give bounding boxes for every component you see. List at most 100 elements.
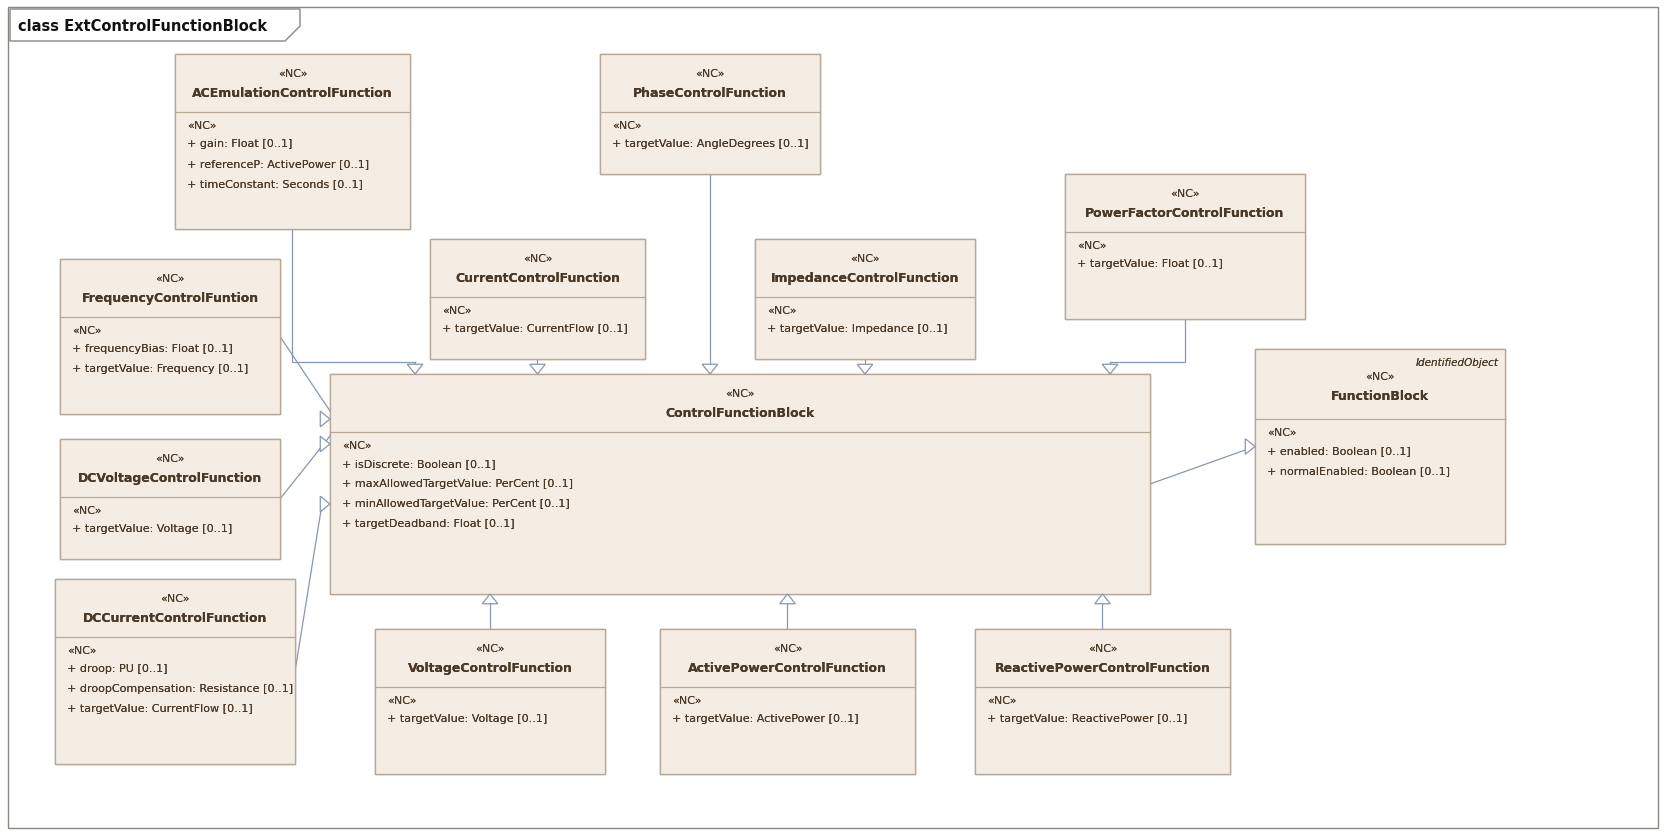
Bar [1065, 175, 1304, 319]
Text: ReactivePowerControlFunction: ReactivePowerControlFunction [995, 661, 1211, 674]
Text: IdentifiedObject: IdentifiedObject [1416, 358, 1499, 368]
Text: DCVoltageControlFunction: DCVoltageControlFunction [78, 472, 262, 484]
Text: «NC»: «NC» [671, 696, 701, 705]
Text: «NC»: «NC» [1076, 241, 1106, 251]
Bar [175, 55, 410, 230]
Text: + targetValue: ActivePower [0..1]: + targetValue: ActivePower [0..1] [671, 713, 858, 723]
Text: class ExtControlFunctionBlock: class ExtControlFunctionBlock [18, 18, 267, 33]
Text: + enabled: Boolean [0..1]: + enabled: Boolean [0..1] [1268, 446, 1411, 456]
Bar [175, 55, 410, 230]
Text: «NC»: «NC» [72, 506, 102, 515]
Polygon shape [780, 594, 795, 604]
Bar [430, 240, 645, 359]
Bar [660, 630, 915, 774]
Text: «NC»: «NC» [986, 696, 1016, 705]
Bar [755, 240, 975, 359]
Text: FunctionBlock: FunctionBlock [1331, 390, 1429, 402]
Polygon shape [1103, 364, 1118, 375]
Text: ControlFunctionBlock: ControlFunctionBlock [665, 406, 815, 420]
Text: VoltageControlFunction: VoltageControlFunction [408, 661, 573, 674]
Polygon shape [320, 497, 330, 512]
Text: + enabled: Boolean [0..1]: + enabled: Boolean [0..1] [1268, 446, 1411, 456]
Text: + targetValue: Frequency [0..1]: + targetValue: Frequency [0..1] [72, 364, 248, 374]
Text: «NC»: «NC» [475, 643, 505, 653]
Text: CurrentControlFunction: CurrentControlFunction [455, 272, 620, 285]
Text: + referenceP: ActivePower [0..1]: + referenceP: ActivePower [0..1] [187, 159, 370, 169]
Polygon shape [1245, 439, 1254, 455]
Text: «NC»: «NC» [475, 643, 505, 653]
Text: + isDiscrete: Boolean [0..1]: + isDiscrete: Boolean [0..1] [342, 458, 495, 468]
Polygon shape [320, 436, 330, 452]
Text: «NC»: «NC» [850, 253, 880, 263]
Bar [60, 440, 280, 559]
Text: + targetValue: ReactivePower [0..1]: + targetValue: ReactivePower [0..1] [986, 713, 1188, 723]
Text: «NC»: «NC» [441, 306, 471, 316]
Text: DCCurrentControlFunction: DCCurrentControlFunction [83, 611, 267, 624]
Text: «NC»: «NC» [67, 645, 97, 655]
Text: «NC»: «NC» [611, 121, 641, 131]
Text: ActivePowerControlFunction: ActivePowerControlFunction [688, 661, 886, 674]
Text: + targetValue: Impedance [0..1]: + targetValue: Impedance [0..1] [766, 324, 948, 334]
Bar [975, 630, 1230, 774]
Text: «NC»: «NC» [72, 325, 102, 335]
Bar [330, 375, 1150, 594]
Text: + maxAllowedTargetValue: PerCent [0..1]: + maxAllowedTargetValue: PerCent [0..1] [342, 478, 573, 488]
Polygon shape [1095, 594, 1110, 604]
Text: + gain: Float [0..1]: + gain: Float [0..1] [187, 139, 292, 149]
Text: «NC»: «NC» [773, 643, 803, 653]
Text: «NC»: «NC» [695, 69, 725, 79]
Text: «NC»: «NC» [187, 121, 217, 131]
Text: + normalEnabled: Boolean [0..1]: + normalEnabled: Boolean [0..1] [1268, 466, 1449, 476]
Text: «NC»: «NC» [671, 696, 701, 705]
Text: + targetValue: Float [0..1]: + targetValue: Float [0..1] [1076, 258, 1223, 268]
Bar [975, 630, 1230, 774]
Polygon shape [320, 411, 330, 427]
Text: «NC»: «NC» [160, 594, 190, 604]
Polygon shape [10, 10, 300, 42]
Text: «NC»: «NC» [850, 253, 880, 263]
Bar [1254, 349, 1504, 544]
Text: + targetValue: Float [0..1]: + targetValue: Float [0..1] [1076, 258, 1223, 268]
Bar [60, 260, 280, 415]
Text: ActivePowerControlFunction: ActivePowerControlFunction [688, 661, 886, 674]
Text: «NC»: «NC» [523, 253, 551, 263]
Text: + targetValue: Frequency [0..1]: + targetValue: Frequency [0..1] [72, 364, 248, 374]
Bar [375, 630, 605, 774]
Text: + minAllowedTargetValue: PerCent [0..1]: + minAllowedTargetValue: PerCent [0..1] [342, 498, 570, 508]
Text: ACEmulationControlFunction: ACEmulationControlFunction [192, 87, 393, 99]
Text: + minAllowedTargetValue: PerCent [0..1]: + minAllowedTargetValue: PerCent [0..1] [342, 498, 570, 508]
Text: + targetValue: CurrentFlow [0..1]: + targetValue: CurrentFlow [0..1] [441, 324, 628, 334]
Text: «NC»: «NC» [1076, 241, 1106, 251]
Text: «NC»: «NC» [725, 389, 755, 399]
Text: PowerFactorControlFunction: PowerFactorControlFunction [1085, 206, 1284, 220]
Text: + normalEnabled: Boolean [0..1]: + normalEnabled: Boolean [0..1] [1268, 466, 1449, 476]
Bar [755, 240, 975, 359]
Text: + targetValue: Voltage [0..1]: + targetValue: Voltage [0..1] [72, 523, 232, 533]
Bar [430, 240, 645, 359]
Text: «NC»: «NC» [611, 121, 641, 131]
Text: «NC»: «NC» [766, 306, 796, 316]
Text: «NC»: «NC» [1088, 643, 1118, 653]
Text: + targetValue: CurrentFlow [0..1]: + targetValue: CurrentFlow [0..1] [67, 703, 253, 713]
Text: + targetValue: AngleDegrees [0..1]: + targetValue: AngleDegrees [0..1] [611, 139, 808, 149]
Bar [60, 440, 280, 559]
Polygon shape [858, 364, 873, 375]
Text: «NC»: «NC» [72, 325, 102, 335]
Text: + targetValue: Voltage [0..1]: + targetValue: Voltage [0..1] [387, 713, 546, 723]
Text: «NC»: «NC» [1268, 427, 1296, 437]
Text: «NC»: «NC» [72, 506, 102, 515]
Text: + targetValue: Impedance [0..1]: + targetValue: Impedance [0..1] [766, 324, 948, 334]
Text: «NC»: «NC» [1170, 189, 1200, 199]
Text: DCVoltageControlFunction: DCVoltageControlFunction [78, 472, 262, 484]
Text: + gain: Float [0..1]: + gain: Float [0..1] [187, 139, 292, 149]
Bar [55, 579, 295, 764]
Text: «NC»: «NC» [1364, 371, 1394, 381]
Text: «NC»: «NC» [155, 453, 185, 463]
Text: + droopCompensation: Resistance [0..1]: + droopCompensation: Resistance [0..1] [67, 683, 293, 693]
Text: «NC»: «NC» [160, 594, 190, 604]
Bar [600, 55, 820, 175]
Text: CurrentControlFunction: CurrentControlFunction [455, 272, 620, 285]
Text: + timeConstant: Seconds [0..1]: + timeConstant: Seconds [0..1] [187, 179, 363, 189]
Text: + targetValue: Voltage [0..1]: + targetValue: Voltage [0..1] [72, 523, 232, 533]
Text: + targetValue: AngleDegrees [0..1]: + targetValue: AngleDegrees [0..1] [611, 139, 808, 149]
